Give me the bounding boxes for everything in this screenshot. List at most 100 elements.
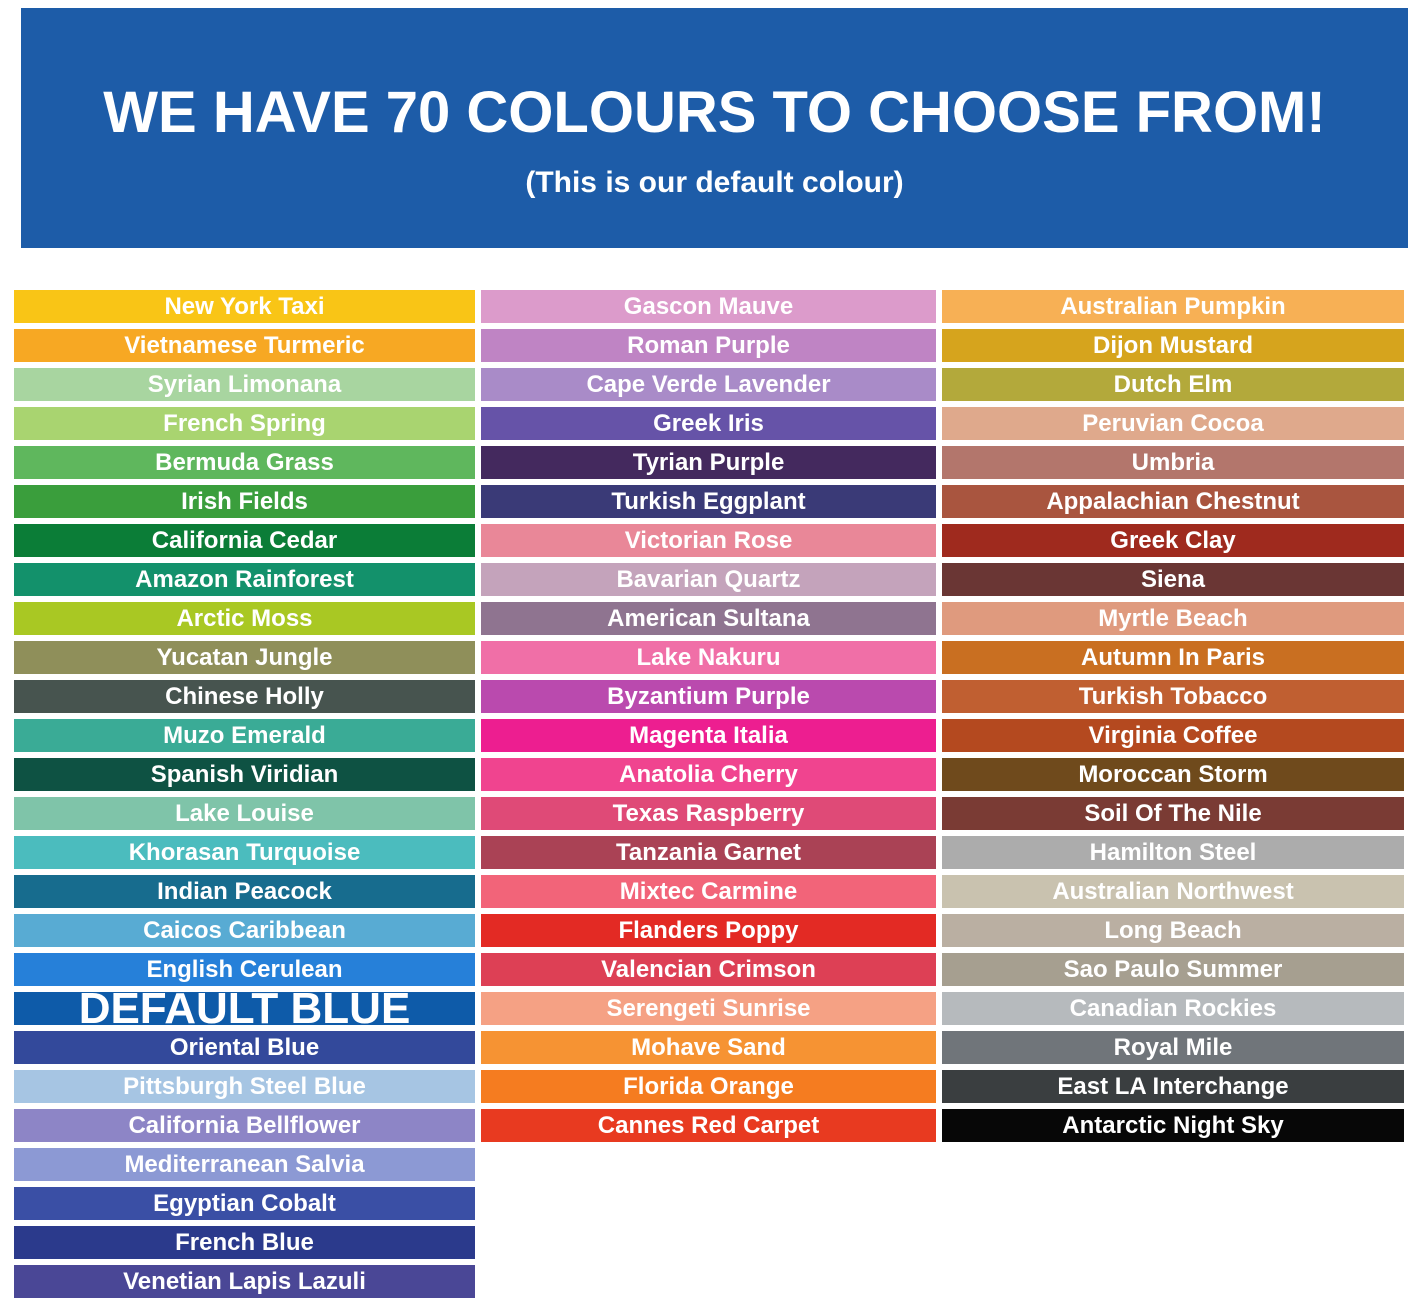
- color-swatch-label: Umbria: [1131, 449, 1215, 476]
- color-swatch: Greek Iris: [481, 407, 936, 440]
- swatch-column-1: New York Taxi Vietnamese Turmeric Syrian L…: [14, 290, 475, 1298]
- color-swatch: New York Taxi: [14, 290, 475, 323]
- color-swatch: Umbria: [942, 446, 1404, 479]
- color-swatch-label: Myrtle Beach: [1098, 605, 1248, 632]
- color-swatch-label: Greek Iris: [653, 410, 764, 437]
- color-swatch: Oriental Blue: [14, 1031, 475, 1064]
- color-swatch-label: DEFAULT BLUE: [78, 984, 411, 1033]
- page-subtitle: (This is our default colour): [525, 166, 904, 199]
- color-swatch-label: Victorian Rose: [624, 527, 793, 554]
- color-swatch-label: Yucatan Jungle: [156, 644, 333, 671]
- color-swatch: Autumn In Paris: [942, 641, 1404, 674]
- color-swatch-label: Florida Orange: [623, 1073, 794, 1100]
- color-swatch: Lake Louise: [14, 797, 475, 830]
- color-swatch-label: Bermuda Grass: [155, 449, 334, 476]
- color-swatch: Bavarian Quartz: [481, 563, 936, 596]
- color-swatch: Khorasan Turquoise: [14, 836, 475, 869]
- color-swatch-label: Cannes Red Carpet: [597, 1112, 820, 1139]
- color-swatch-label: Syrian Limonana: [147, 371, 342, 398]
- color-swatch-label: California Cedar: [151, 527, 338, 554]
- color-swatch-label: Oriental Blue: [169, 1034, 320, 1061]
- color-swatch: East LA Interchange: [942, 1070, 1404, 1103]
- page-title: WE HAVE 70 COLOURS TO CHOOSE FROM!: [103, 80, 1326, 145]
- color-swatch-label: Amazon Rainforest: [135, 566, 354, 593]
- color-swatch-label: Appalachian Chestnut: [1046, 488, 1300, 515]
- color-swatch-label: Turkish Tobacco: [1078, 683, 1268, 710]
- color-swatch-label: Muzo Emerald: [163, 722, 326, 749]
- color-swatch-label: Virginia Coffee: [1088, 722, 1258, 749]
- color-swatch: Mohave Sand: [481, 1031, 936, 1064]
- color-swatch-label: Bavarian Quartz: [616, 566, 801, 593]
- color-swatch: Hamilton Steel: [942, 836, 1404, 869]
- color-swatch-label: French Spring: [163, 410, 326, 437]
- color-swatch: Magenta Italia: [481, 719, 936, 752]
- color-swatch: Gascon Mauve: [481, 290, 936, 323]
- color-swatch: Flanders Poppy: [481, 914, 936, 947]
- color-swatch: Appalachian Chestnut: [942, 485, 1404, 518]
- color-swatch-label: East LA Interchange: [1057, 1073, 1289, 1100]
- color-swatch: French Blue: [14, 1226, 475, 1259]
- color-swatch-label: Lake Nakuru: [636, 644, 781, 671]
- color-swatch-label: American Sultana: [607, 605, 810, 632]
- color-swatch: Tyrian Purple: [481, 446, 936, 479]
- color-swatch: Egyptian Cobalt: [14, 1187, 475, 1220]
- swatch-grid: New York Taxi Vietnamese Turmeric Syrian L…: [14, 290, 1408, 1298]
- color-swatch-label: Dijon Mustard: [1093, 332, 1253, 359]
- color-swatch-label: Spanish Viridian: [150, 761, 339, 788]
- color-swatch-label: Mixtec Carmine: [619, 878, 798, 905]
- color-swatch-label: Texas Raspberry: [612, 800, 805, 827]
- color-swatch: Cape Verde Lavender: [481, 368, 936, 401]
- swatch-column-2: Gascon Mauve Roman Purple Cape Verde Laven…: [481, 290, 936, 1298]
- color-swatch-label: Peruvian Cocoa: [1082, 410, 1264, 437]
- color-swatch: Royal Mile: [942, 1031, 1404, 1064]
- color-swatch: Florida Orange: [481, 1070, 936, 1103]
- color-swatch: Australian Pumpkin: [942, 290, 1404, 323]
- color-swatch: Tanzania Garnet: [481, 836, 936, 869]
- color-swatch: Lake Nakuru: [481, 641, 936, 674]
- color-swatch: Moroccan Storm: [942, 758, 1404, 791]
- color-swatch: Bermuda Grass: [14, 446, 475, 479]
- color-swatch: Arctic Moss: [14, 602, 475, 635]
- color-swatch-label: French Blue: [175, 1229, 314, 1256]
- color-swatch: Yucatan Jungle: [14, 641, 475, 674]
- color-swatch: Roman Purple: [481, 329, 936, 362]
- color-swatch: Amazon Rainforest: [14, 563, 475, 596]
- color-swatch: Turkish Eggplant: [481, 485, 936, 518]
- color-swatch: Sao Paulo Summer: [942, 953, 1404, 986]
- color-swatch-label: Autumn In Paris: [1080, 644, 1266, 671]
- color-swatch-label: Pittsburgh Steel Blue: [123, 1073, 366, 1100]
- color-swatch: Antarctic Night Sky: [942, 1109, 1404, 1142]
- color-swatch-label: Indian Peacock: [157, 878, 332, 905]
- color-swatch: Victorian Rose: [481, 524, 936, 557]
- color-swatch-label: Mediterranean Salvia: [124, 1151, 365, 1178]
- color-swatch-label: Chinese Holly: [165, 683, 324, 710]
- color-swatch: Venetian Lapis Lazuli: [14, 1265, 475, 1298]
- color-swatch-label: Lake Louise: [175, 800, 314, 827]
- color-swatch-label: Long Beach: [1104, 917, 1242, 944]
- color-swatch: Muzo Emerald: [14, 719, 475, 752]
- color-swatch: Anatolia Cherry: [481, 758, 936, 791]
- color-swatch-label: Canadian Rockies: [1069, 995, 1277, 1022]
- color-swatch: Mixtec Carmine: [481, 875, 936, 908]
- color-swatch: Serengeti Sunrise: [481, 992, 936, 1025]
- color-swatch-label: Flanders Poppy: [618, 917, 799, 944]
- color-swatch: Chinese Holly: [14, 680, 475, 713]
- color-swatch-label: Magenta Italia: [629, 722, 788, 749]
- color-swatch: California Bellflower: [14, 1109, 475, 1142]
- color-swatch: Canadian Rockies: [942, 992, 1404, 1025]
- color-swatch-label: Serengeti Sunrise: [606, 995, 811, 1022]
- color-swatch: California Cedar: [14, 524, 475, 557]
- color-swatch: Dijon Mustard: [942, 329, 1404, 362]
- color-swatch-label: Mohave Sand: [631, 1034, 786, 1061]
- color-swatch-label: Hamilton Steel: [1089, 839, 1257, 866]
- color-swatch: Cannes Red Carpet: [481, 1109, 936, 1142]
- color-swatch-label: Sao Paulo Summer: [1063, 956, 1283, 983]
- color-swatch: Mediterranean Salvia: [14, 1148, 475, 1181]
- color-swatch: Irish Fields: [14, 485, 475, 518]
- color-swatch: Pittsburgh Steel Blue: [14, 1070, 475, 1103]
- color-swatch: Syrian Limonana: [14, 368, 475, 401]
- color-swatch-label: Valencian Crimson: [601, 956, 816, 983]
- color-swatch-label: Greek Clay: [1110, 527, 1236, 554]
- color-swatch-label: Soil Of The Nile: [1084, 800, 1262, 827]
- color-swatch: Soil Of The Nile: [942, 797, 1404, 830]
